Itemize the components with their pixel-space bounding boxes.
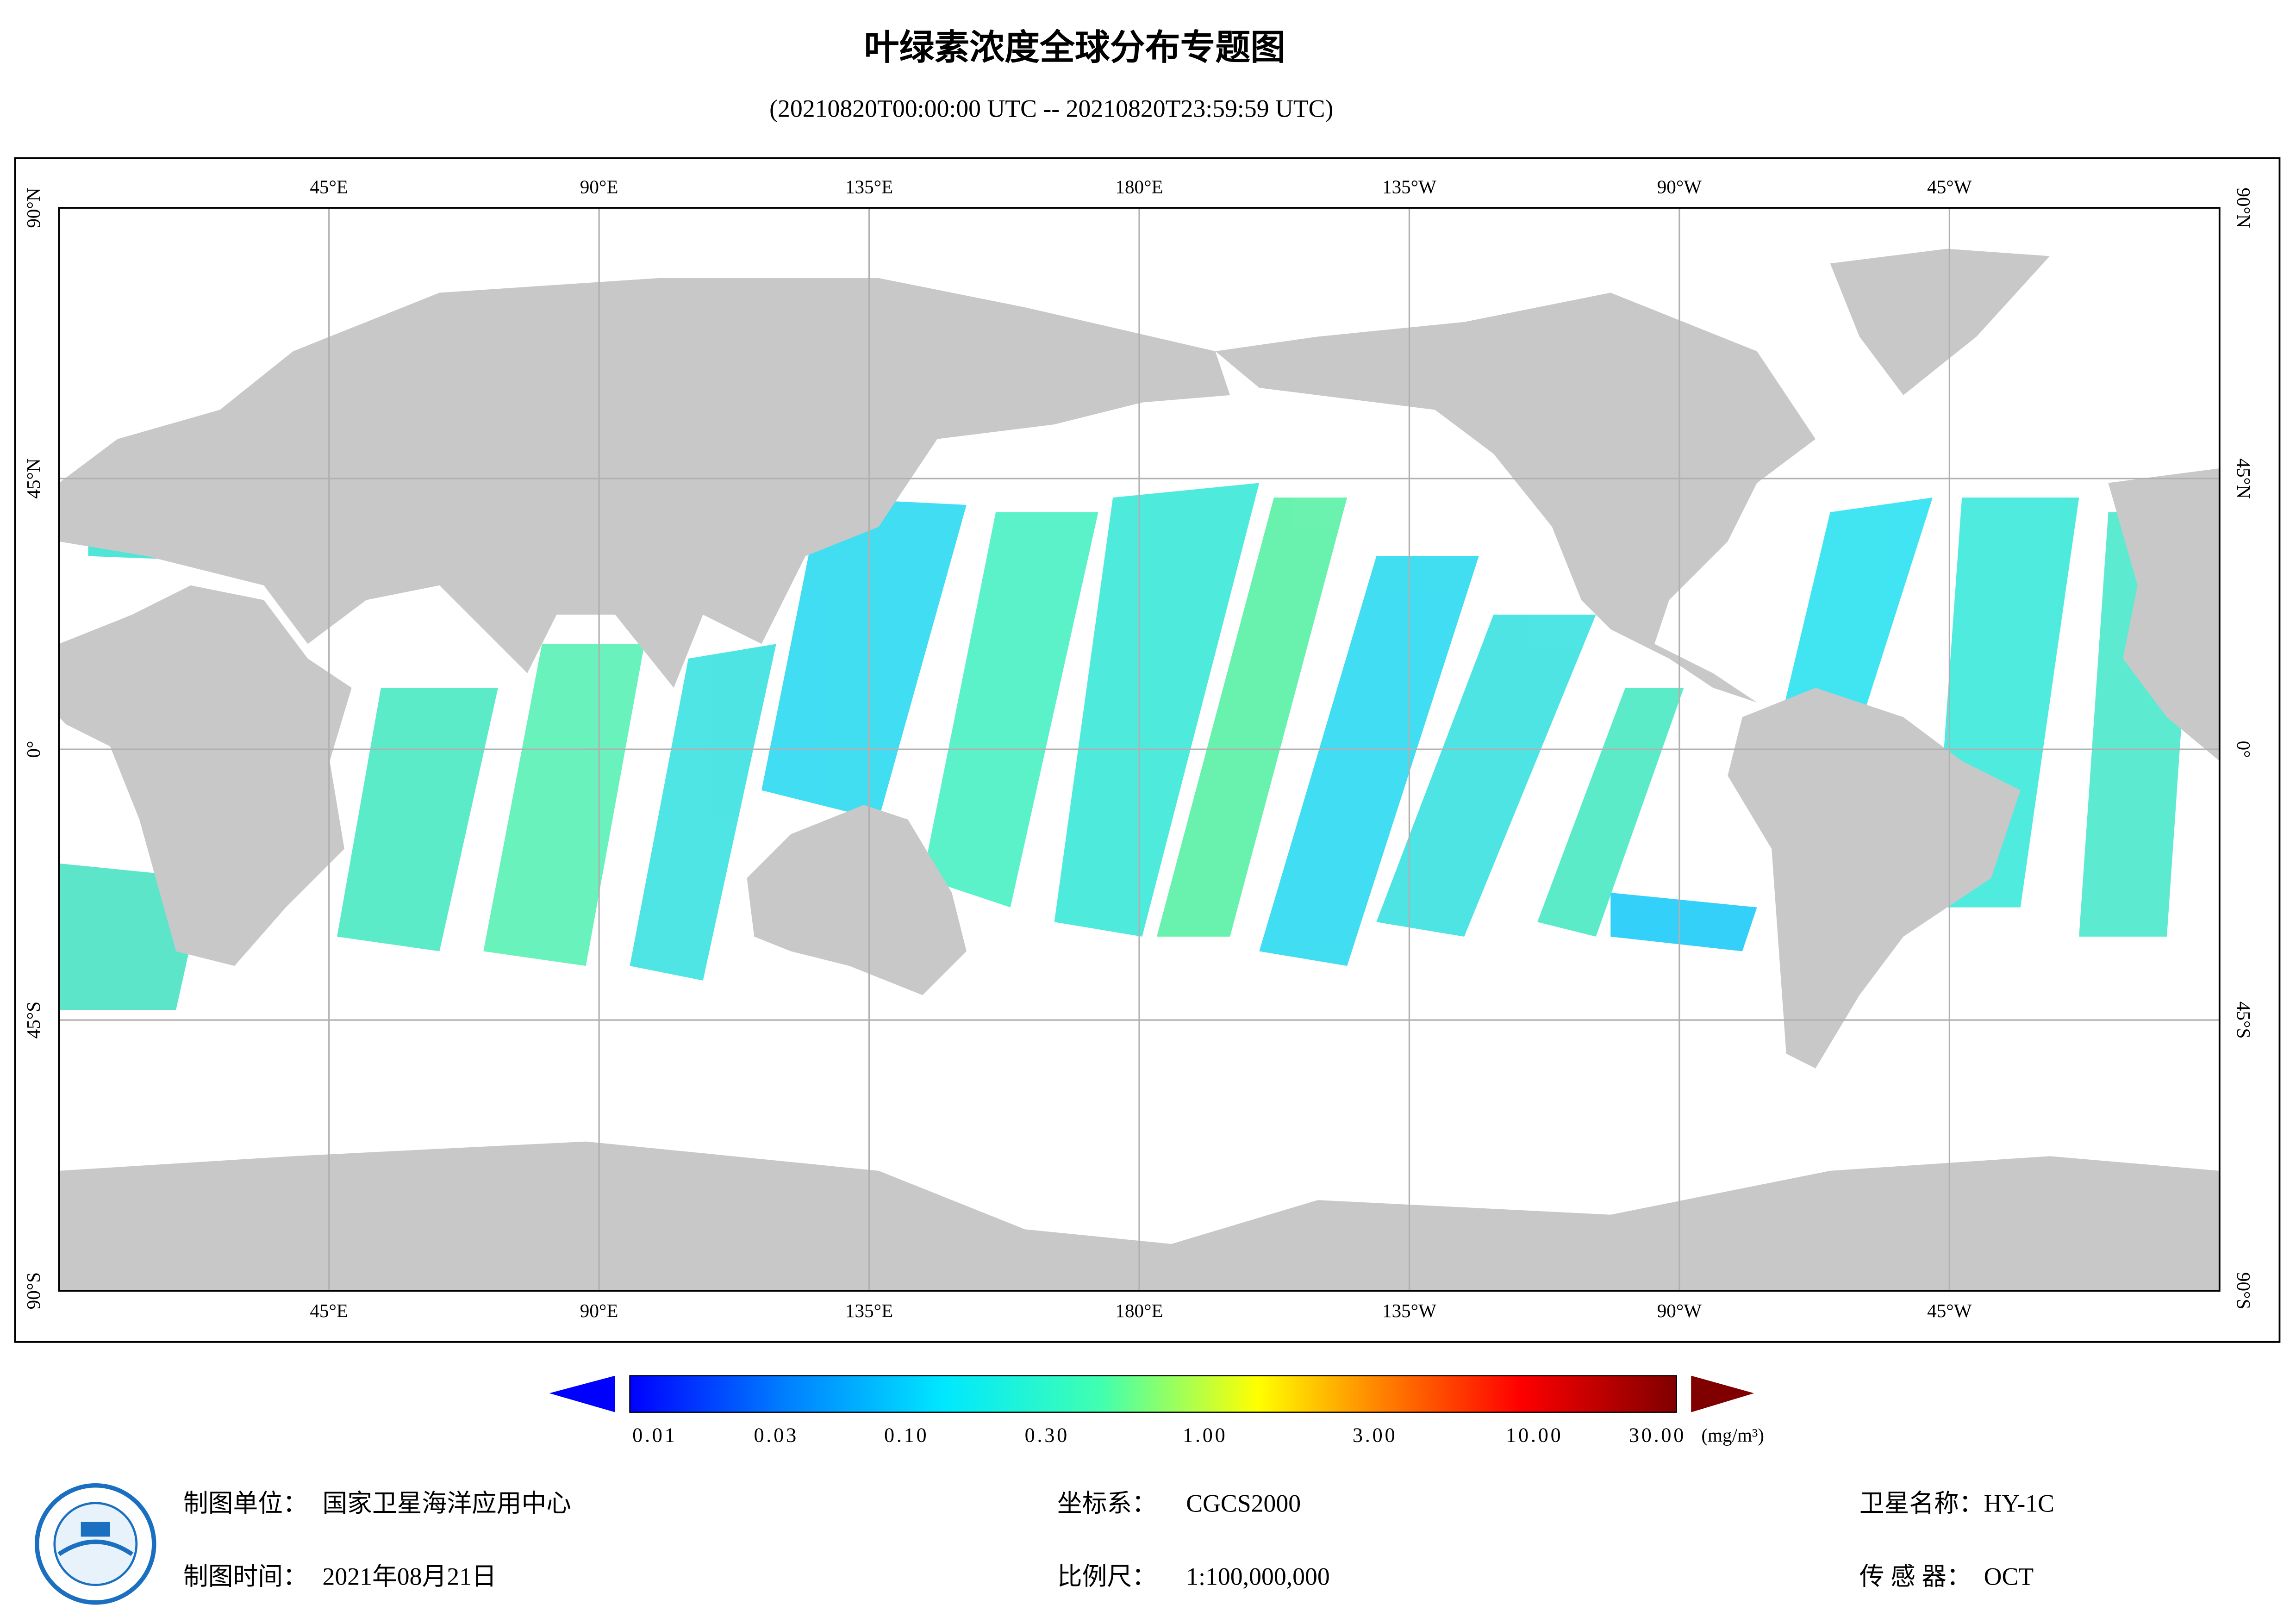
lon-label-top: 90°W [1657, 176, 1702, 197]
colorbar: 0.01 0.03 0.10 0.30 1.00 3.00 10.00 30.00 (mg/m… [549, 1375, 1764, 1447]
lon-label-bottom: 45°W [1927, 1300, 1972, 1321]
footer-value: 1:100,000,000 [1186, 1562, 1330, 1590]
lon-label-top: 180°E [1115, 176, 1163, 197]
lon-label-top: 90°E [580, 176, 618, 197]
lon-label-top: 45°W [1927, 176, 1972, 197]
title: 叶绿素浓度全球分布专题图 [864, 27, 1286, 68]
lat-label-right: 45°N [2233, 458, 2254, 498]
colorbar-label: 0.03 [754, 1424, 799, 1447]
lon-label-bottom: 90°E [580, 1300, 618, 1321]
colorbar-label: 3.00 [1353, 1424, 1397, 1447]
colorbar-high-arrow [1691, 1375, 1754, 1412]
lat-label-left: 90°S [23, 1272, 44, 1309]
lon-label-top: 135°W [1382, 176, 1436, 197]
lon-label-bottom: 180°E [1115, 1300, 1163, 1321]
footer-value: OCT [1984, 1562, 2034, 1590]
lon-label-bottom: 90°W [1657, 1300, 1702, 1321]
lat-label-right: 0° [2233, 741, 2254, 758]
footer-value: CGCS2000 [1186, 1489, 1301, 1517]
lon-label-bottom: 135°W [1382, 1300, 1436, 1321]
colorbar-label: 0.30 [1025, 1424, 1069, 1447]
lat-label-right: 90°N [2233, 187, 2254, 228]
colorbar-low-arrow [549, 1375, 615, 1412]
logo [35, 1483, 156, 1605]
footer-label: 制图时间： [183, 1562, 308, 1590]
colorbar-unit: (mg/m³) [1701, 1424, 1764, 1446]
footer-label: 制图单位： [183, 1489, 308, 1517]
colorbar-label: 0.01 [632, 1424, 677, 1447]
colorbar-bar [629, 1375, 1677, 1413]
lon-label-top: 135°E [845, 176, 893, 197]
footer-label: 传 感 器： [1859, 1562, 1972, 1590]
lon-label-bottom: 135°E [845, 1300, 893, 1321]
colorbar-label: 1.00 [1183, 1424, 1227, 1447]
outer-frame [14, 157, 2281, 1343]
map [58, 207, 2221, 1292]
footer-value: 2021年08月21日 [322, 1562, 496, 1590]
lat-label-left: 45°S [23, 1001, 44, 1038]
footer-value: 国家卫星海洋应用中心 [322, 1489, 571, 1517]
lat-label-left: 45°N [23, 458, 44, 498]
colorbar-label: 30.00 [1629, 1424, 1686, 1447]
subtitle: (20210820T00:00:00 UTC -- 20210820T23:59… [769, 95, 1333, 123]
footer-value: HY-1C [1984, 1489, 2054, 1517]
footer-label: 卫星名称： [1859, 1489, 1984, 1517]
lat-label-right: 45°S [2233, 1001, 2254, 1038]
map-frame [58, 207, 2221, 1292]
lon-label-top: 45°E [310, 176, 348, 197]
lat-label-right: 90°S [2233, 1272, 2254, 1309]
colorbar-label: 10.00 [1506, 1424, 1563, 1447]
colorbar-label: 0.10 [884, 1424, 929, 1447]
lon-label-bottom: 45°E [310, 1300, 348, 1321]
footer-label: 比例尺： [1057, 1562, 1157, 1590]
footer-label: 坐标系： [1057, 1489, 1157, 1517]
graticule [59, 208, 2220, 1291]
lat-label-left: 0° [23, 741, 44, 758]
land [59, 249, 2220, 1291]
lat-label-left: 90°N [23, 187, 44, 228]
